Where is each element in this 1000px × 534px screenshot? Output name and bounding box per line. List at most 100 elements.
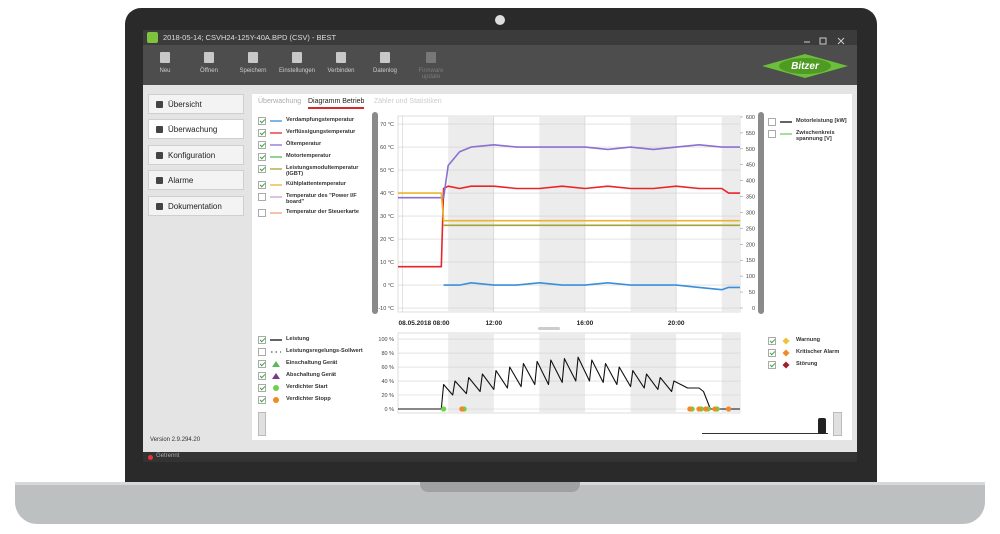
window-controls[interactable] bbox=[800, 33, 850, 45]
nav-button[interactable]: Übersicht bbox=[148, 94, 244, 114]
toolbar-button[interactable]: Firmware update bbox=[409, 52, 453, 80]
legend-symbol bbox=[270, 129, 282, 137]
y2-tick-label: 500 bbox=[746, 147, 755, 153]
overview-thumb[interactable] bbox=[818, 418, 826, 434]
window-control-icons bbox=[804, 37, 845, 45]
legend-label: Abschaltung Gerät bbox=[286, 372, 337, 378]
time-band bbox=[630, 116, 677, 312]
y-tick-label: 70 °C bbox=[380, 122, 394, 128]
nav-button[interactable]: Dokumentation bbox=[148, 196, 244, 216]
legend-symbol bbox=[270, 372, 282, 380]
scroll-left-button[interactable] bbox=[258, 412, 266, 436]
legend-symbol bbox=[270, 181, 282, 189]
toolbar-button[interactable]: Speichern bbox=[231, 52, 275, 74]
legend-checkbox[interactable] bbox=[258, 372, 266, 380]
legend-item: Öltemperatur bbox=[258, 141, 366, 149]
y-tick-label: 0 °C bbox=[383, 283, 394, 289]
legend-checkbox[interactable] bbox=[768, 130, 776, 138]
legend-label: Kritischer Alarm bbox=[796, 349, 840, 355]
legend-symbol bbox=[780, 349, 792, 357]
y-tick-label: 60 °C bbox=[380, 145, 394, 151]
tab[interactable]: Diagramm Betrieb bbox=[308, 97, 365, 109]
legend-checkbox[interactable] bbox=[768, 118, 776, 126]
y2-tick-label: 100 bbox=[746, 274, 755, 280]
toolbar-icon bbox=[204, 52, 214, 63]
time-band bbox=[721, 116, 740, 312]
nav-button[interactable]: Überwachung bbox=[148, 119, 244, 139]
legend-item: Verdampfungstemperatur bbox=[258, 117, 366, 125]
legend-item: Kritischer Alarm bbox=[768, 349, 850, 357]
legend-symbol-graphic bbox=[780, 121, 792, 123]
toolbar-label: Einstellungen bbox=[278, 68, 316, 74]
legend-item: Abschaltung Gerät bbox=[258, 372, 366, 380]
legend-checkbox[interactable] bbox=[258, 129, 266, 137]
toolbar-button[interactable]: Neu bbox=[143, 52, 187, 74]
time-band bbox=[539, 116, 585, 312]
tab[interactable]: Überwachung bbox=[258, 98, 302, 105]
title-bar bbox=[143, 30, 857, 45]
legend-symbol-graphic bbox=[270, 184, 282, 186]
toolbar-button[interactable]: Verbinden bbox=[319, 52, 363, 74]
nav-label: Konfiguration bbox=[168, 151, 216, 160]
legend-label: Einschaltung Gerät bbox=[286, 360, 338, 366]
logo-graphic: Bitzer bbox=[762, 54, 848, 78]
toolbar-buttons: Neu Öffnen Speichern Einstellungen Verbinden… bbox=[143, 52, 463, 82]
legend-checkbox[interactable] bbox=[258, 193, 266, 201]
nav-label: Überwachung bbox=[168, 125, 218, 134]
scroll-right-button[interactable] bbox=[833, 412, 842, 436]
legend-symbol-graphic bbox=[270, 156, 282, 158]
legend-label: Temperatur des "Power I/F board" bbox=[286, 193, 357, 205]
legend-symbol bbox=[270, 193, 282, 201]
window-title: 2018-05-14; CSVH24-125Y-40A.BPD (CSV) - … bbox=[163, 33, 337, 42]
legend-checkbox[interactable] bbox=[258, 396, 266, 404]
legend-checkbox[interactable] bbox=[258, 384, 266, 392]
legend-symbol bbox=[270, 153, 282, 161]
legend-item: Verflüssigungstemperatur bbox=[258, 129, 366, 137]
nav-label: Dokumentation bbox=[168, 202, 222, 211]
legend-symbol bbox=[270, 384, 282, 392]
legend-symbol bbox=[270, 348, 282, 356]
legend-label: Temperatur der Steuerkarte bbox=[286, 209, 359, 215]
legend-symbol-graphic bbox=[270, 132, 282, 134]
legend-label: Verflüssigungstemperatur bbox=[286, 129, 356, 135]
legend-checkbox[interactable] bbox=[258, 181, 266, 189]
y-tick-label: 80 % bbox=[381, 351, 394, 357]
legend-checkbox[interactable] bbox=[258, 141, 266, 149]
event-marker bbox=[687, 406, 693, 412]
legend-checkbox[interactable] bbox=[258, 360, 266, 368]
toolbar-button[interactable]: Einstellungen bbox=[275, 52, 319, 74]
legend-symbol-graphic bbox=[270, 212, 282, 214]
legend-checkbox[interactable] bbox=[258, 165, 266, 173]
y-tick-label: 40 % bbox=[381, 379, 394, 385]
legend-symbol-graphic bbox=[782, 337, 790, 345]
legend-symbol-graphic bbox=[782, 349, 790, 357]
legend-checkbox[interactable] bbox=[768, 361, 776, 369]
nav-button[interactable]: Konfiguration bbox=[148, 145, 244, 165]
logo: Bitzer bbox=[760, 52, 850, 80]
splitter[interactable] bbox=[538, 327, 560, 330]
toolbar-button[interactable]: Datenlog bbox=[363, 52, 407, 74]
legend-checkbox[interactable] bbox=[258, 153, 266, 161]
legend-checkbox[interactable] bbox=[768, 337, 776, 345]
legend-item: Leistungsmodultemperatur (IGBT) bbox=[258, 165, 366, 177]
legend-checkbox[interactable] bbox=[768, 349, 776, 357]
legend-checkbox[interactable] bbox=[258, 117, 266, 125]
time-band bbox=[630, 333, 677, 413]
legend-checkbox[interactable] bbox=[258, 336, 266, 344]
legend-checkbox[interactable] bbox=[258, 348, 266, 356]
legend-symbol bbox=[780, 118, 792, 126]
time-band bbox=[448, 333, 494, 413]
toolbar bbox=[143, 45, 857, 85]
nav-button[interactable]: Alarme bbox=[148, 170, 244, 190]
tab[interactable]: Zähler und Statistiken bbox=[374, 98, 442, 105]
y-tick-label: 10 °C bbox=[380, 260, 394, 266]
legend-label: Verdichter Start bbox=[286, 384, 328, 390]
x-tick-label: 20:00 bbox=[668, 320, 685, 327]
y2-tick-label: 600 bbox=[746, 115, 755, 121]
legend-item: Leistung bbox=[258, 336, 366, 344]
version: Version 2.9.294.20 bbox=[150, 437, 201, 443]
toolbar-button[interactable]: Öffnen bbox=[187, 52, 231, 74]
legend-checkbox[interactable] bbox=[258, 209, 266, 217]
